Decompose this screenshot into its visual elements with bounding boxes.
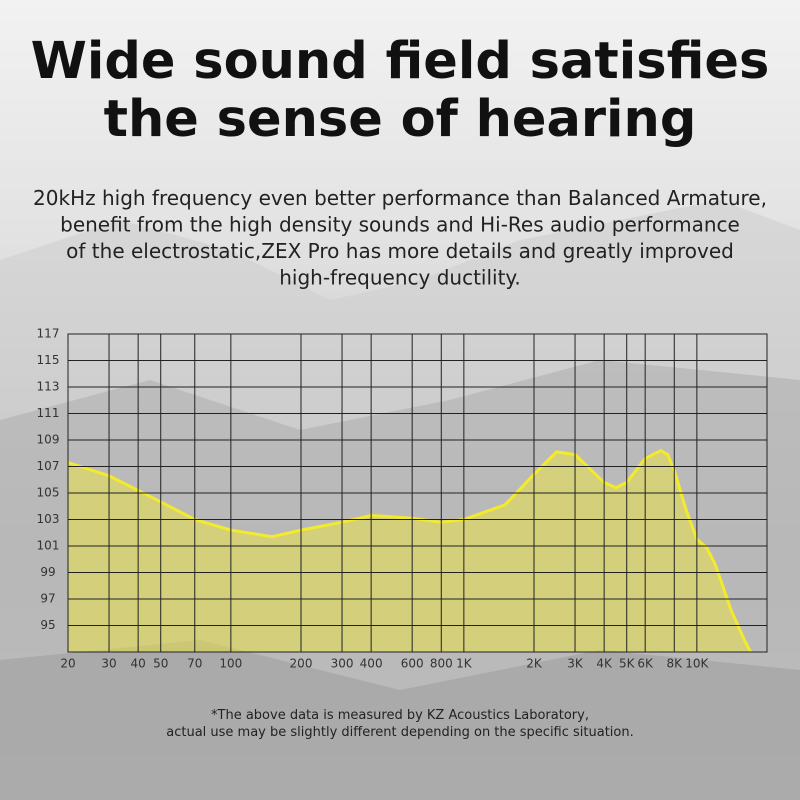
x-tick-label: 100	[219, 657, 242, 671]
subtitle: of the electrostatic,ZEX Pro has more de…	[66, 239, 734, 263]
y-tick-label: 107	[37, 459, 60, 473]
x-tick-label: 1K	[456, 657, 473, 671]
response-area	[68, 450, 751, 652]
y-tick-label: 101	[37, 539, 60, 553]
ground	[0, 640, 800, 800]
x-tick-label: 400	[360, 657, 383, 671]
subtitle: 20kHz high frequency even better perform…	[33, 186, 767, 210]
x-tick-label: 5K	[619, 657, 636, 671]
x-tick-label: 20	[60, 657, 75, 671]
x-tick-label: 30	[101, 657, 116, 671]
x-tick-label: 40	[130, 657, 145, 671]
footnote: actual use may be slightly different dep…	[166, 725, 634, 740]
x-tick-label: 4K	[596, 657, 613, 671]
response-curve	[67, 448, 752, 653]
y-tick-label: 105	[37, 486, 60, 500]
y-tick-label: 111	[37, 406, 60, 420]
x-tick-label: 10K	[685, 657, 709, 671]
x-tick-label: 2K	[526, 657, 543, 671]
y-tick-label: 95	[40, 618, 55, 632]
x-tick-label: 800	[430, 657, 453, 671]
title: the sense of hearing	[104, 90, 697, 149]
x-tick-label: 3K	[567, 657, 584, 671]
y-tick-label: 113	[37, 380, 60, 394]
y-tick-label: 103	[37, 512, 60, 526]
x-tick-label: 300	[331, 657, 354, 671]
x-tick-label: 200	[290, 657, 313, 671]
title: Wide sound field satisfies	[31, 32, 770, 91]
y-tick-label: 99	[40, 565, 55, 579]
x-tick-label: 8K	[667, 657, 684, 671]
x-tick-label: 6K	[637, 657, 654, 671]
y-tick-label: 97	[40, 592, 55, 606]
x-tick-label: 50	[153, 657, 168, 671]
y-tick-label: 115	[37, 353, 60, 367]
subtitle: high-frequency ductility.	[279, 266, 521, 290]
footnote: *The above data is measured by KZ Acoust…	[211, 708, 589, 723]
x-tick-label: 600	[401, 657, 424, 671]
subtitle: benefit from the high density sounds and…	[60, 213, 740, 237]
y-tick-label: 109	[37, 433, 60, 447]
x-tick-label: 70	[187, 657, 202, 671]
y-tick-label: 117	[37, 327, 60, 341]
